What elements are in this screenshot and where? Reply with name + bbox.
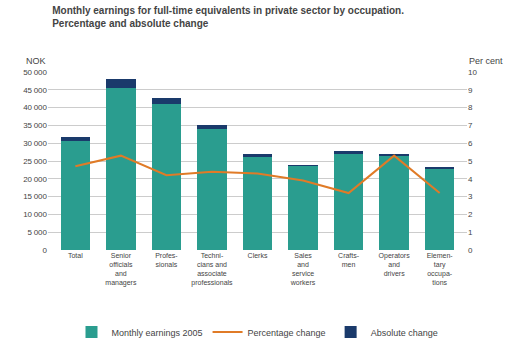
svg-text:Salesandserviceworkers: Salesandserviceworkers (290, 252, 316, 286)
svg-text:0: 0 (468, 246, 473, 255)
svg-text:Absolute change: Absolute change (371, 328, 438, 338)
svg-text:20 000: 20 000 (23, 175, 47, 184)
svg-text:15 000: 15 000 (23, 192, 47, 201)
svg-text:0: 0 (43, 246, 48, 255)
svg-text:Percentage change: Percentage change (248, 328, 326, 338)
svg-text:Monthly earnings 2005: Monthly earnings 2005 (112, 328, 203, 338)
svg-text:NOK: NOK (26, 56, 46, 66)
svg-text:50 000: 50 000 (23, 68, 47, 77)
svg-text:40 000: 40 000 (23, 103, 47, 112)
svg-text:6: 6 (468, 139, 473, 148)
svg-text:3: 3 (468, 192, 473, 201)
svg-text:Profes-sionals: Profes-sionals (155, 252, 178, 268)
svg-text:2: 2 (468, 210, 473, 219)
svg-text:10 000: 10 000 (23, 210, 47, 219)
svg-text:Techni-cians andassociateprofe: Techni-cians andassociateprofessionals (191, 252, 233, 287)
svg-text:7: 7 (468, 121, 473, 130)
svg-text:Crafts-men: Crafts-men (338, 252, 360, 268)
svg-text:10: 10 (468, 68, 477, 77)
svg-text:9: 9 (468, 86, 473, 95)
svg-text:Clerks: Clerks (248, 252, 268, 259)
svg-text:5: 5 (468, 157, 473, 166)
svg-text:5 000: 5 000 (28, 228, 48, 237)
svg-text:4: 4 (468, 175, 473, 184)
svg-text:8: 8 (468, 103, 473, 112)
svg-text:Operatorsanddrivers: Operatorsanddrivers (379, 252, 411, 277)
svg-text:35 000: 35 000 (23, 121, 47, 130)
svg-text:45 000: 45 000 (23, 86, 47, 95)
svg-text:Elemen-taryoccupa-tions: Elemen-taryoccupa-tions (427, 252, 454, 286)
svg-text:Monthly earnings for full-time: Monthly earnings for full-time equivalen… (52, 5, 404, 29)
svg-text:1: 1 (468, 228, 473, 237)
svg-text:Per cent: Per cent (469, 56, 503, 66)
svg-text:25 000: 25 000 (23, 157, 47, 166)
svg-text:Seniorofficialsandmanagers: Seniorofficialsandmanagers (105, 252, 137, 287)
svg-text:30 000: 30 000 (23, 139, 47, 148)
svg-text:Total: Total (68, 252, 83, 259)
